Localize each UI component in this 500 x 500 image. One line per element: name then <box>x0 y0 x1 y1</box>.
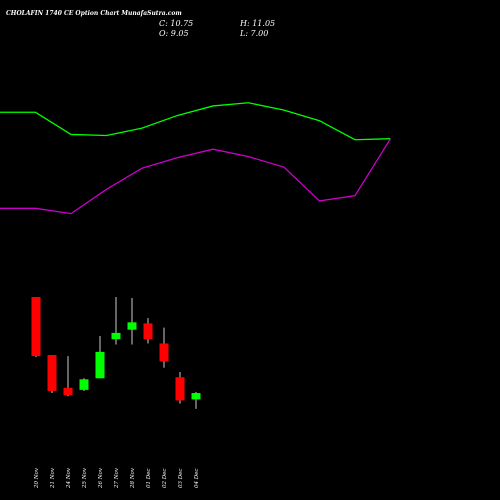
candle-body <box>159 343 169 362</box>
date-tick-label: 04 Dec <box>194 469 200 489</box>
date-tick-label: 26 Nov <box>98 467 104 489</box>
date-tick-label: 24 Nov <box>66 467 72 489</box>
date-tick-label: 20 Nov <box>34 467 40 489</box>
candle-body <box>31 297 41 357</box>
high-value: H: 11.05 <box>239 19 275 28</box>
candle-body <box>127 322 137 330</box>
date-tick-label: 21 Nov <box>50 467 56 489</box>
lower-band-line <box>0 138 392 215</box>
low-value: L: 7.00 <box>239 29 268 38</box>
upper-band-line <box>0 102 391 141</box>
date-tick-label: 27 Nov <box>114 467 120 489</box>
candle-body <box>63 387 73 396</box>
candle-body <box>47 355 57 391</box>
open-value: O: 9.05 <box>159 29 189 38</box>
close-value: C: 10.75 <box>159 19 193 28</box>
date-tick-label: 01 Dec <box>146 469 152 489</box>
candle-body <box>191 393 201 400</box>
chart-title: CHOLAFIN 1740 CE Option Chart MunafaSutr… <box>6 10 182 17</box>
candle-body <box>175 377 185 401</box>
candles-group <box>31 297 201 409</box>
date-labels: 20 Nov 21 Nov 24 Nov 25 Nov 26 Nov 27 Nov 28 N… <box>34 467 200 489</box>
candle-body <box>143 323 153 340</box>
band-lines <box>0 102 392 215</box>
date-tick-label: 02 Dec <box>162 469 168 489</box>
date-tick-label: 03 Dec <box>178 469 184 489</box>
candle-body <box>79 379 89 390</box>
date-tick-label: 25 Nov <box>82 467 88 489</box>
candle-body <box>111 332 121 340</box>
date-tick-label: 28 Nov <box>130 467 136 489</box>
candle-body <box>95 351 105 379</box>
